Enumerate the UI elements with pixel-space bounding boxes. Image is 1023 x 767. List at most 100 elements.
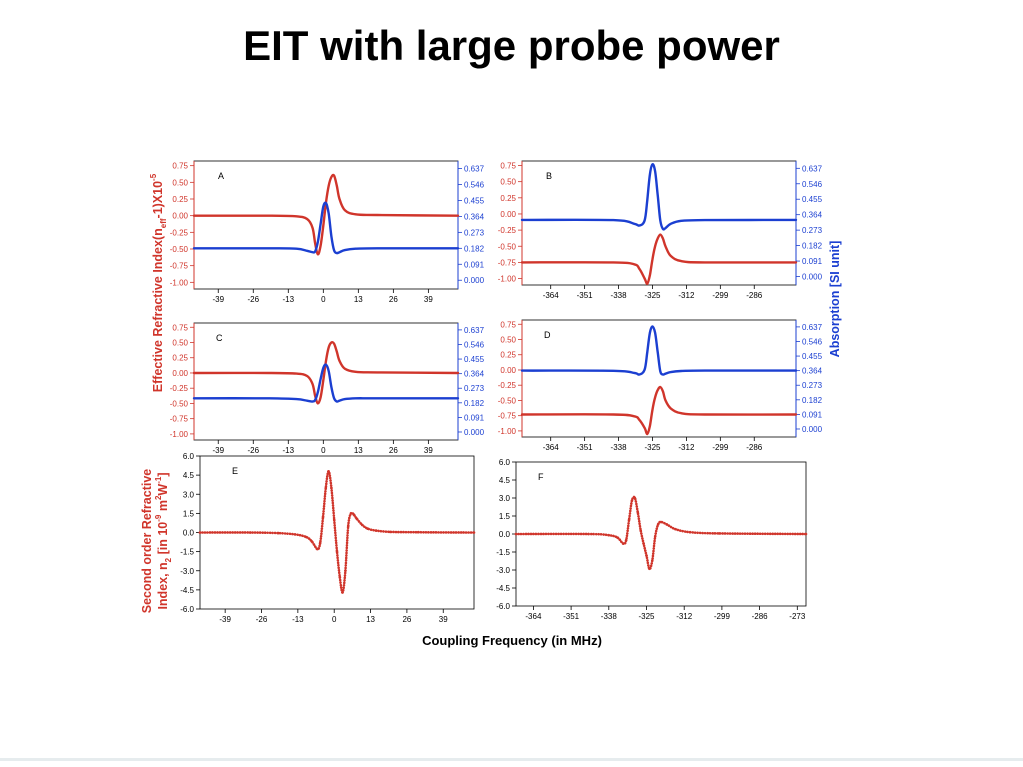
series-line-b-0: [520, 233, 798, 285]
y-tick-label: 0.25: [172, 354, 188, 363]
y-tick-label: 0.75: [500, 320, 516, 329]
x-tick-label: -299: [712, 291, 729, 300]
y-tick-label: -1.00: [170, 278, 189, 287]
y-right-tick-label: 0.364: [464, 370, 485, 379]
data-point: [653, 535, 657, 538]
y-tick-label: 0.25: [500, 351, 516, 360]
so-part-b: [in 10: [156, 522, 170, 558]
x-tick-label: -26: [247, 295, 259, 304]
data-point: [349, 512, 353, 515]
x-tick-label: -325: [638, 612, 655, 621]
y-tick-label: 0.00: [172, 369, 188, 378]
y-tick-label: -0.25: [170, 228, 189, 237]
y-right-tick-label: 0.364: [802, 367, 823, 376]
x-tick-label: 0: [321, 295, 326, 304]
x-tick-label: -364: [543, 443, 560, 452]
x-tick-label: -312: [678, 443, 695, 452]
x-tick-label: -312: [678, 291, 695, 300]
y-tick-label: -0.50: [498, 396, 517, 405]
y-tick-label: 1.5: [499, 512, 511, 521]
y-right-tick-label: 0.273: [802, 226, 823, 235]
x-tick-label: -338: [611, 291, 628, 300]
y-right-tick-label: 0.364: [802, 211, 823, 220]
series-line-d-1: [520, 325, 798, 376]
so-part-d: W: [156, 484, 170, 496]
y-right-tick-label: 0.273: [464, 228, 485, 237]
data-point: [472, 531, 476, 534]
data-point: [717, 532, 721, 535]
y-tick-label: 0.75: [172, 162, 188, 171]
y-right-tick-label: 0.455: [802, 352, 823, 361]
eff-title-sup: -5: [149, 173, 158, 181]
x-tick-label: 26: [402, 615, 411, 624]
y-right-tick-label: 0.182: [802, 242, 823, 251]
y-right-tick-label: 0.455: [464, 196, 485, 205]
y-tick-label: -3.0: [496, 566, 510, 575]
y-tick-label: -1.00: [170, 430, 189, 439]
y-tick-label: 1.5: [183, 509, 195, 518]
y-tick-label: -0.25: [498, 381, 517, 390]
x-tick-label: -338: [611, 443, 628, 452]
y-tick-label: -4.5: [180, 586, 194, 595]
eff-title-sub: eff: [159, 218, 168, 228]
data-point: [332, 518, 336, 522]
y-tick-label: 3.0: [183, 490, 195, 499]
data-point: [338, 575, 342, 579]
y-tick-label: 4.5: [183, 471, 195, 480]
y-tick-label: 4.5: [499, 476, 511, 485]
data-point: [352, 513, 356, 516]
y-tick-label: -1.00: [498, 275, 517, 284]
absorption-axis-title: Absorption [SI unit]: [828, 241, 842, 358]
data-point: [344, 569, 347, 573]
x-tick-label: -364: [525, 612, 542, 621]
x-tick-label: -273: [789, 612, 806, 621]
y-tick-label: 0.0: [499, 530, 511, 539]
x-tick-label: -325: [644, 291, 661, 300]
y-right-tick-label: 0.546: [464, 180, 485, 189]
x-tick-label: -286: [746, 291, 763, 300]
y-right-tick-label: 0.091: [802, 257, 823, 266]
x-tick-label: 13: [354, 446, 363, 455]
plot-frame-a: [193, 160, 459, 290]
data-point: [674, 527, 677, 531]
y-tick-label: -1.5: [496, 548, 510, 557]
effective-index-axis-title: Effective Refractive Index(neff-1)X10-5: [149, 173, 168, 392]
y-right-tick-label: 0.000: [802, 273, 823, 282]
data-point: [804, 532, 808, 536]
data-point: [198, 531, 202, 534]
x-axis-title: Coupling Frequency (in MHz): [422, 633, 602, 648]
data-point: [607, 533, 611, 537]
y-tick-label: 0.00: [172, 212, 188, 221]
y-right-tick-label: 0.546: [802, 337, 823, 346]
data-point: [665, 523, 669, 526]
data-point: [318, 541, 322, 544]
panels-group: -39 -26 -13 0 13 26 390.750.500.250.00-0.25-0.…: [170, 160, 823, 624]
data-point: [622, 542, 625, 545]
y-tick-label: -0.50: [170, 399, 189, 408]
panel-label-f: F: [538, 472, 544, 482]
x-tick-label: -13: [283, 295, 295, 304]
y-tick-label: 6.0: [499, 458, 511, 467]
y-right-tick-label: 0.000: [464, 276, 485, 285]
x-tick-label: 0: [332, 615, 337, 624]
plot-frame-c: [193, 322, 459, 441]
y-tick-label: 0.50: [500, 336, 516, 345]
so-part-sup2: 2: [154, 495, 163, 500]
y-tick-label: -0.75: [498, 258, 517, 267]
y-right-tick-label: 0.455: [802, 195, 823, 204]
x-tick-label: -13: [283, 446, 295, 455]
data-point: [360, 523, 364, 527]
x-tick-label: -13: [292, 615, 304, 624]
second-order-title-line1: Second order Refractive: [140, 469, 154, 614]
y-tick-label: -0.25: [498, 226, 517, 235]
bottom-rule: [0, 758, 1023, 761]
y-tick-label: 6.0: [183, 452, 195, 461]
data-point: [304, 535, 308, 539]
data-point: [688, 530, 692, 534]
so-part-sup1: -9: [154, 514, 163, 522]
y-tick-label: -0.75: [498, 412, 517, 421]
data-point: [651, 559, 654, 562]
y-right-tick-label: 0.546: [802, 180, 823, 189]
data-point: [277, 531, 280, 535]
